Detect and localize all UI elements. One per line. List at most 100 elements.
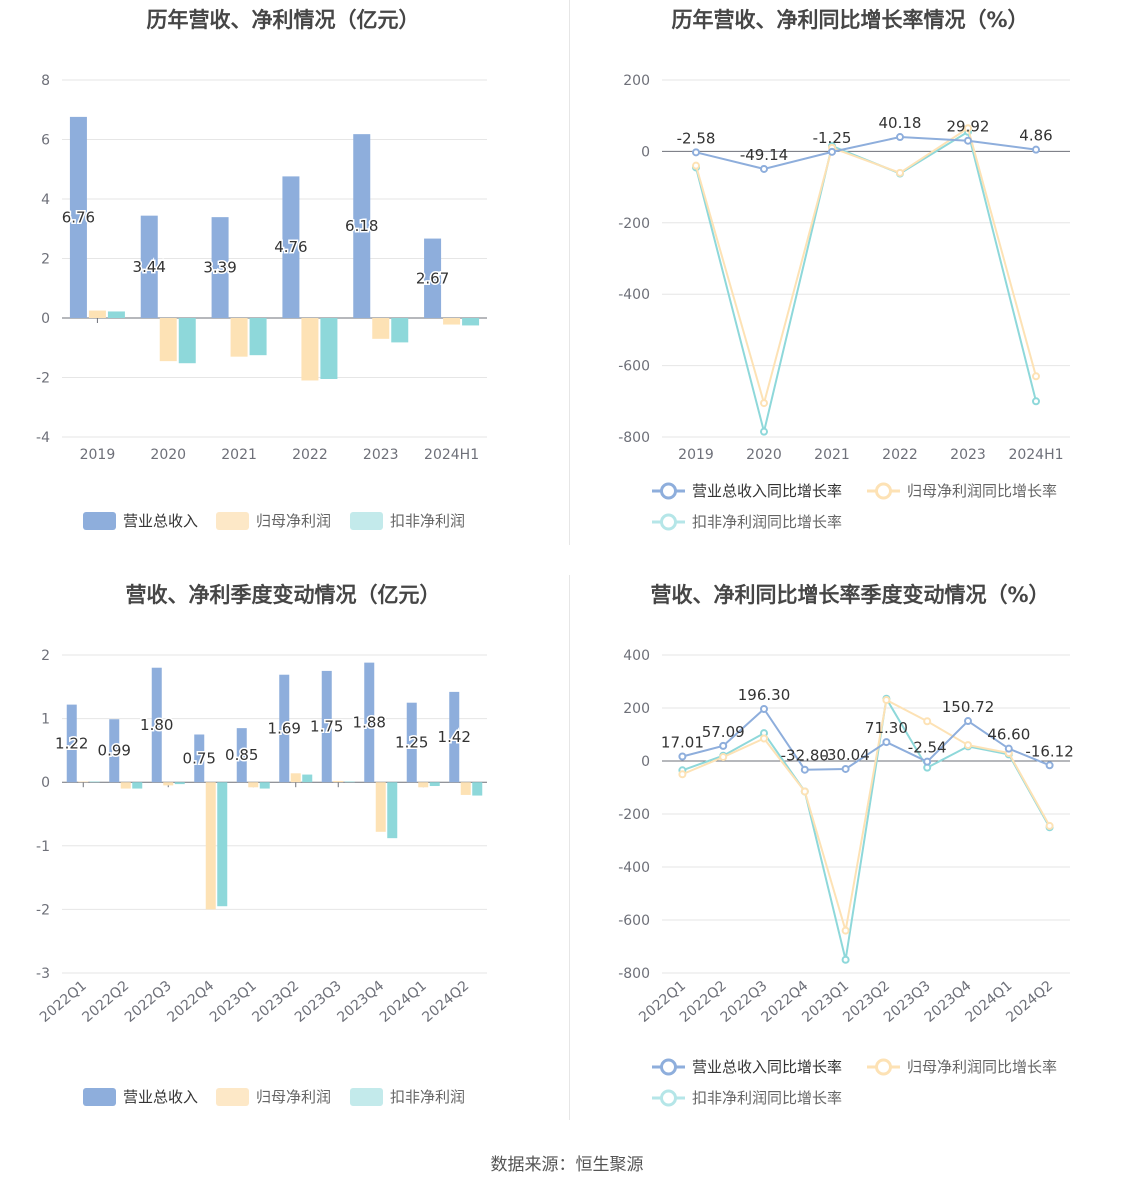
legend-label: 扣非净利润 xyxy=(390,1088,465,1106)
net-profit-growth-point xyxy=(1045,821,1054,830)
x-tick-label: 2023 xyxy=(950,447,986,463)
x-tick-label: 2023Q4 xyxy=(334,978,387,1026)
revenue-data-label: 1.80 xyxy=(140,716,173,734)
net-profit-growth-point xyxy=(964,124,972,133)
net-profit-growth-point xyxy=(896,168,904,177)
revenue-data-label: 1.25 xyxy=(395,733,428,751)
deducted-profit-bar xyxy=(249,318,267,356)
revenue-bar xyxy=(424,238,442,318)
x-tick-label: 2019 xyxy=(678,447,714,463)
net-profit-growth-point xyxy=(692,161,700,170)
revenue-growth-data-label: 46.60 xyxy=(987,726,1030,744)
revenue-bar xyxy=(69,116,87,318)
legend-swatch xyxy=(350,512,383,530)
x-tick-label: 2022Q3 xyxy=(122,978,175,1026)
deducted-profit-bar xyxy=(259,782,270,789)
net-profit-bar xyxy=(248,782,259,788)
revenue-growth-data-label: -16.12 xyxy=(1025,742,1073,760)
revenue-growth-point xyxy=(882,738,891,747)
revenue-growth-point xyxy=(1045,761,1054,770)
deducted-profit-growth-point xyxy=(841,955,850,964)
x-tick-label: 2024H1 xyxy=(424,447,479,463)
revenue-growth-point xyxy=(1004,744,1013,753)
deducted-profit-bar xyxy=(217,782,228,907)
net-profit-bar xyxy=(460,782,471,795)
legend-marker xyxy=(875,1058,892,1076)
revenue-growth-data-label: 150.72 xyxy=(942,698,995,716)
y-tick-label: -1 xyxy=(36,839,50,855)
legend-label: 营业总收入同比增长率 xyxy=(692,482,842,500)
net-profit-bar xyxy=(372,318,390,339)
revenue-data-label: 3.44 xyxy=(133,258,166,276)
revenue-growth-data-label: 71.30 xyxy=(865,719,908,737)
revenue-data-label: 1.22 xyxy=(55,734,88,752)
revenue-growth-point xyxy=(719,741,728,750)
revenue-growth-point xyxy=(1032,145,1040,154)
legend-label: 扣非净利润 xyxy=(390,512,465,530)
y-tick-label: -800 xyxy=(618,966,650,982)
panel-quarterly-revenue-profit: 营收、净利季度变动情况（亿元） 2 1 0 -1 -2 -3 2022Q1 2022Q2 2022… xyxy=(0,575,567,1150)
net-profit-bar xyxy=(375,782,386,832)
legend-marker xyxy=(660,1089,677,1107)
y-tick-label: -2 xyxy=(36,371,50,387)
revenue-bar xyxy=(140,215,158,318)
revenue-growth-data-label: -49.14 xyxy=(740,146,788,164)
chart-title: 历年营收、净利情况（亿元） xyxy=(147,8,420,32)
net-profit-bar xyxy=(120,782,131,789)
legend-swatch xyxy=(350,1088,383,1106)
panel-quarterly-growth-rate: 营收、净利同比增长率季度变动情况（%） 400 200 0 -200 -400 -600 -8… xyxy=(567,575,1134,1150)
y-tick-label: -200 xyxy=(618,807,650,823)
y-tick-label: 2 xyxy=(41,252,50,268)
net-profit-bar xyxy=(443,318,461,325)
deducted-profit-growth-line xyxy=(695,130,1037,432)
y-tick-label: -2 xyxy=(36,902,50,918)
revenue-data-label: 6.76 xyxy=(62,208,95,226)
y-tick-label: 0 xyxy=(641,754,650,770)
x-tick-label: 2023Q3 xyxy=(292,978,345,1026)
x-tick-label: 2022 xyxy=(292,447,328,463)
divider-bottom xyxy=(569,575,570,1120)
revenue-bar xyxy=(194,734,205,783)
panel-annual-growth-rate: 历年营收、净利同比增长率情况（%） 200 0 -200 -400 -600 -800 201… xyxy=(567,0,1134,575)
revenue-growth-line xyxy=(695,136,1037,170)
y-tick-label: 0 xyxy=(41,775,50,791)
revenue-growth-point xyxy=(964,136,972,145)
revenue-bar xyxy=(406,702,417,783)
revenue-growth-point xyxy=(760,704,768,713)
x-tick-label: 2022 xyxy=(882,447,918,463)
legend-swatch xyxy=(83,512,116,530)
net-profit-bar xyxy=(159,318,177,362)
deducted-profit-bar xyxy=(462,318,480,326)
deducted-profit-bar xyxy=(472,782,483,796)
revenue-growth-point xyxy=(678,752,687,761)
y-tick-label: -600 xyxy=(618,913,650,929)
chart-quarterly-growth-rate: 营收、净利同比增长率季度变动情况（%） 400 200 0 -200 -400 -600 -8… xyxy=(618,583,1074,1107)
net-profit-growth-point xyxy=(760,734,768,743)
legend-marker xyxy=(660,1058,677,1076)
y-tick-label: 0 xyxy=(41,311,50,327)
revenue-bar xyxy=(321,670,332,783)
chart-title: 营收、净利同比增长率季度变动情况（%） xyxy=(650,583,1049,607)
revenue-growth-point xyxy=(964,717,972,726)
deducted-profit-bar xyxy=(302,774,313,783)
revenue-growth-data-label: 29.92 xyxy=(947,118,990,136)
chart-title: 历年营收、净利同比增长率情况（%） xyxy=(671,8,1028,32)
revenue-data-label: 4.76 xyxy=(274,238,307,256)
x-tick-label: 2022Q1 xyxy=(37,978,90,1026)
revenue-growth-data-label: 40.18 xyxy=(879,114,922,132)
legend-label: 营业总收入 xyxy=(123,512,198,530)
y-tick-label: 8 xyxy=(41,73,50,89)
revenue-growth-data-label: 196.30 xyxy=(738,686,791,704)
net-profit-growth-point xyxy=(800,787,809,796)
revenue-growth-data-label: 57.09 xyxy=(702,723,745,741)
revenue-bar xyxy=(279,674,290,783)
revenue-growth-point xyxy=(923,757,932,766)
net-profit-growth-point xyxy=(964,741,972,750)
revenue-data-label: 0.85 xyxy=(225,746,258,764)
revenue-growth-data-label: -1.25 xyxy=(813,129,852,147)
legend-marker xyxy=(875,482,892,500)
revenue-bar xyxy=(151,667,162,783)
deducted-profit-bar xyxy=(387,782,398,839)
net-profit-growth-point xyxy=(719,753,728,762)
y-tick-label: 0 xyxy=(641,144,650,160)
